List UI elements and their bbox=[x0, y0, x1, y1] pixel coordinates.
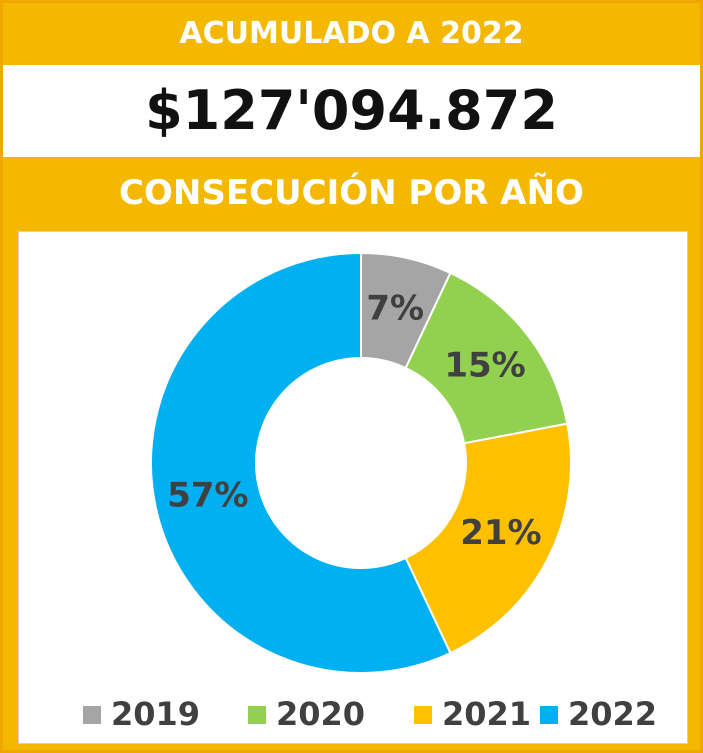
legend-swatch bbox=[414, 706, 432, 724]
legend-swatch bbox=[540, 706, 558, 724]
total: $127'094.872 bbox=[3, 65, 700, 157]
legend-label: 2021 bbox=[442, 695, 531, 733]
legend-swatch bbox=[248, 706, 266, 724]
data-label: 15% bbox=[444, 345, 525, 385]
data-label: 57% bbox=[167, 476, 248, 516]
chart: 7% 15% 21% 57% 2019 2020 2021 2022 bbox=[18, 231, 688, 744]
data-label: 7% bbox=[366, 288, 424, 328]
legend-label: 2022 bbox=[568, 695, 657, 733]
legend-swatch bbox=[83, 706, 101, 724]
header-title: ACUMULADO A 2022 bbox=[179, 16, 524, 51]
slice bbox=[404, 422, 572, 655]
legend-label: 2020 bbox=[276, 695, 365, 733]
slice bbox=[404, 271, 569, 445]
data-label: 21% bbox=[460, 513, 541, 553]
slice bbox=[150, 251, 452, 674]
legend-label: 2019 bbox=[111, 695, 200, 733]
chart-title: CONSECUCIÓN POR AÑO bbox=[119, 173, 584, 213]
